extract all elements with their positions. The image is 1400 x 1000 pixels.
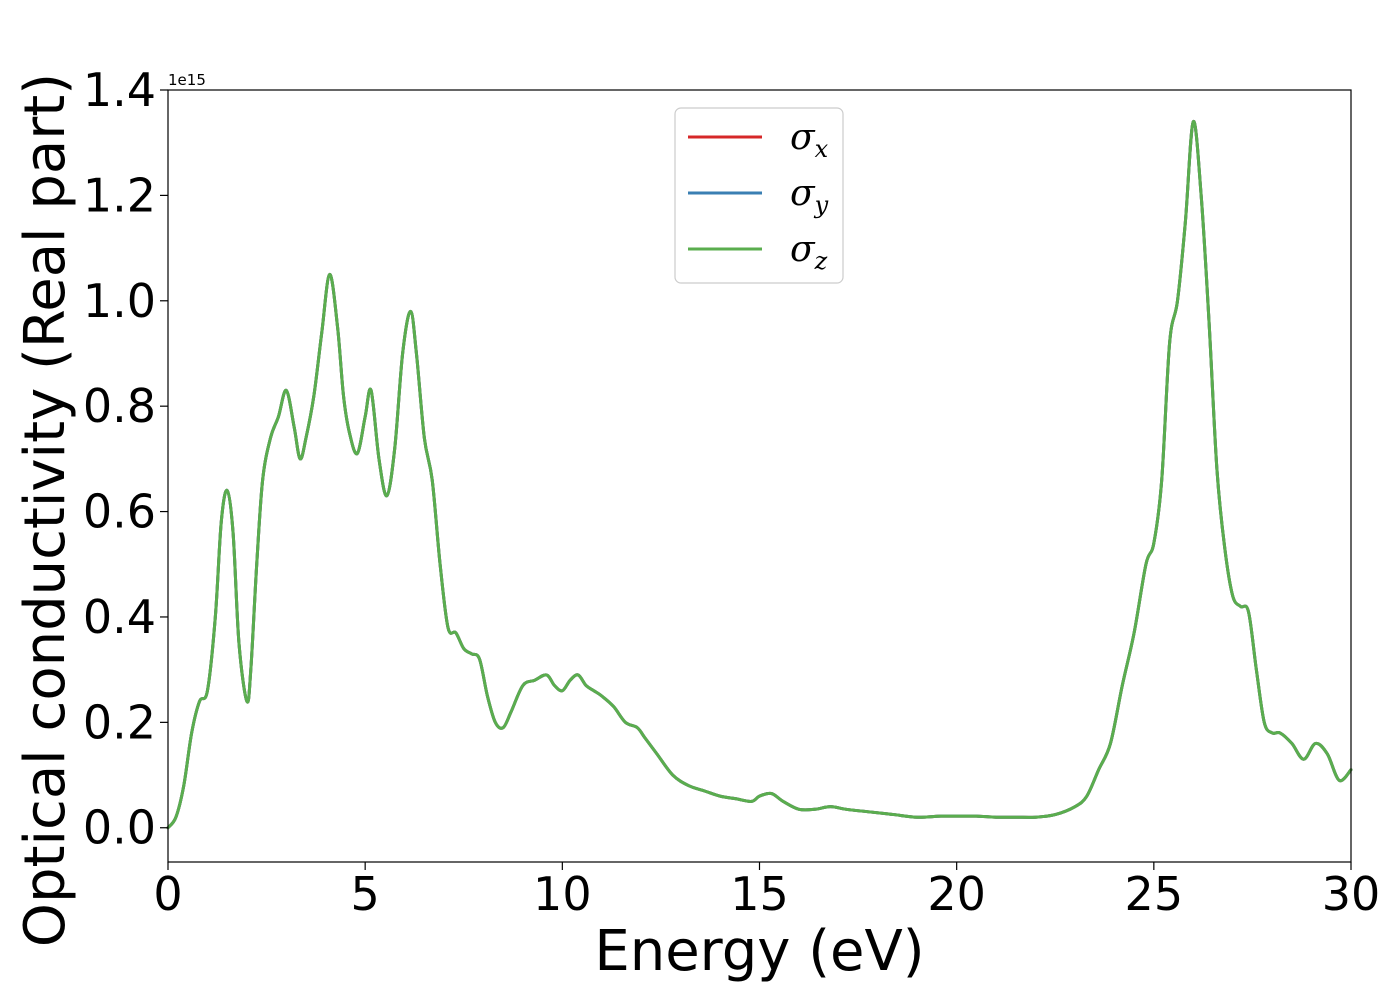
y-offset-label: 1e15: [168, 71, 206, 89]
x-tick-label: 30: [1322, 867, 1381, 921]
series-line-3: [166, 120, 1353, 830]
x-tick-label: 0: [153, 867, 182, 921]
series-layer: [166, 120, 1353, 830]
legend-box: [674, 107, 844, 284]
x-tick-label: 15: [730, 867, 789, 921]
x-axis-label: Energy (eV): [594, 919, 924, 984]
y-tick-label: 0.2: [83, 695, 156, 749]
y-tick-label: 0.4: [83, 590, 156, 644]
y-tick-label: 1.0: [83, 274, 156, 328]
legend-label: σz: [790, 229, 828, 275]
legend-symbol: σ: [790, 173, 816, 214]
y-tick-label: 1.2: [83, 168, 156, 222]
legend-subscript: x: [815, 135, 829, 163]
y-axis-label: Optical conductivity (Real part): [13, 73, 78, 947]
x-axis-ticks: 0 5 10 15 20 25 30: [153, 862, 1380, 921]
y-tick-label: 0.8: [83, 379, 156, 433]
y-axis-ticks: 0.0 0.2 0.4 0.6 0.8 1.0 1.2 1.4: [83, 63, 168, 855]
x-tick-label: 10: [533, 867, 592, 921]
legend-subscript: z: [814, 247, 828, 275]
legend-symbol: σ: [790, 229, 816, 270]
y-tick-label: 0.0: [83, 801, 156, 855]
y-tick-label: 0.6: [83, 485, 156, 539]
legend-symbol: σ: [790, 117, 816, 158]
legend-label: σx: [790, 117, 829, 163]
y-tick-label: 1.4: [83, 63, 156, 117]
x-tick-label: 5: [351, 867, 380, 921]
x-tick-label: 20: [927, 867, 986, 921]
x-tick-label: 25: [1125, 867, 1184, 921]
legend-label: σy: [790, 173, 829, 219]
legend-subscript: y: [814, 191, 829, 219]
